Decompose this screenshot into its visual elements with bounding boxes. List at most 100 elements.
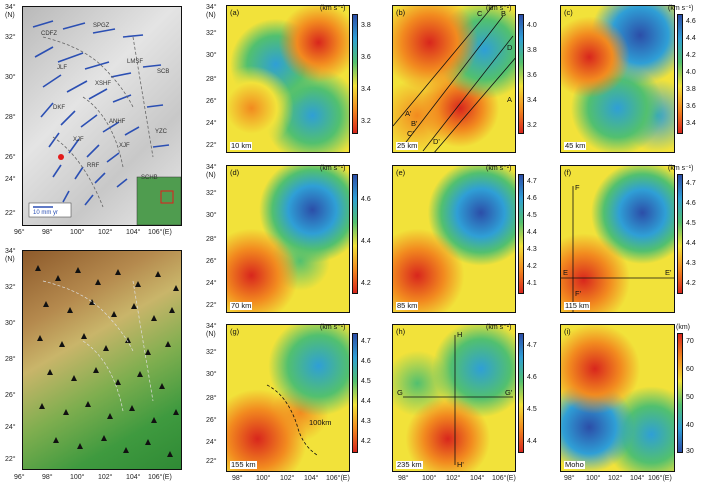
slab-contour-g bbox=[266, 384, 318, 456]
colorbar-unit-c: (km s⁻¹) bbox=[668, 5, 694, 12]
fault-label-anhf: ANHF bbox=[109, 119, 126, 125]
profile-label: H' bbox=[457, 460, 464, 469]
lat-label: 26° bbox=[5, 392, 16, 399]
panel-b-map: (b) C B D A A' B' C' D' 25 km bbox=[392, 5, 516, 153]
colorbar-tick: 4.7 bbox=[361, 338, 371, 345]
panel-g-lon-label: 98° bbox=[232, 475, 243, 482]
panel-c-map: (c) 45 km bbox=[560, 5, 675, 153]
colorbar-unit-g: (km s⁻¹) bbox=[320, 324, 346, 331]
panel-g-lat-label: 22° bbox=[206, 458, 217, 465]
profile-label: A bbox=[507, 95, 513, 104]
profile-lines-f bbox=[561, 186, 674, 312]
panel-label-b: (b) bbox=[396, 8, 406, 17]
colorbar-tick: 3.8 bbox=[527, 47, 537, 54]
colorbar-d bbox=[352, 174, 358, 294]
profile-label: A' bbox=[405, 109, 412, 118]
panel-depth-h: 235 km bbox=[396, 460, 423, 469]
panel-e-map: (e) 85 km bbox=[392, 165, 516, 313]
panel-f-map: (f) F F' E E' 115 km bbox=[560, 165, 675, 313]
lat-label: 28° bbox=[5, 356, 16, 363]
panel-g-lat-label: 28° bbox=[206, 395, 217, 402]
colorbar-tick: 4.5 bbox=[686, 220, 696, 227]
lat-label: 32° bbox=[5, 34, 16, 41]
lat-label: 24° bbox=[5, 424, 16, 431]
lat-label: 34° bbox=[5, 4, 16, 11]
colorbar-tick: 4.4 bbox=[686, 35, 696, 42]
panel-label-c: (c) bbox=[564, 8, 573, 17]
fault-label-xshf: XSHF bbox=[95, 81, 112, 87]
colorbar-tick: 4.2 bbox=[361, 280, 371, 287]
panel-label-g: (g) bbox=[230, 327, 240, 336]
colorbar-tick: 3.6 bbox=[527, 72, 537, 79]
gps-vectors-svg bbox=[28, 20, 181, 225]
colorbar-tick: 4.4 bbox=[361, 398, 371, 405]
colorbar-tick: 4.6 bbox=[361, 358, 371, 365]
lon-label: 106°(E) bbox=[148, 229, 172, 236]
panel-d-lat-label: 26° bbox=[206, 258, 217, 265]
lat-label: 30° bbox=[5, 320, 16, 327]
colorbar-tick: 4.6 bbox=[686, 200, 696, 207]
colorbar-unit-i: (km) bbox=[676, 324, 690, 331]
lat-label: 24° bbox=[5, 176, 16, 183]
colorbar-tick: 3.2 bbox=[527, 122, 537, 129]
panel-g-map: (g) 100km 155 km bbox=[226, 324, 350, 472]
colorbar-tick: 3.6 bbox=[686, 103, 696, 110]
station-triangles-svg bbox=[35, 265, 179, 457]
gps-map-panel: SPGZ SCB YZC SCHB CDFZ JLF LMSF XSHF ANH… bbox=[0, 0, 190, 240]
panel-d-lat-label: 28° bbox=[206, 236, 217, 243]
panel-label-h: (h) bbox=[396, 327, 406, 336]
block-label-spgz: SPGZ bbox=[93, 23, 110, 29]
panel-g-lat-label: (N) bbox=[206, 331, 216, 338]
panel-depth-a: 10 km bbox=[230, 141, 253, 150]
profile-label: C bbox=[477, 9, 483, 18]
lon-label: 100° bbox=[70, 229, 85, 236]
colorbar-unit-h: (km s⁻¹) bbox=[486, 324, 512, 331]
panel-label-a: (a) bbox=[230, 8, 240, 17]
colorbar-b bbox=[518, 14, 524, 134]
panel-a-lat-label: 30° bbox=[206, 52, 217, 59]
lat-label: (N) bbox=[5, 12, 15, 19]
panel-depth-f: 115 km bbox=[564, 301, 591, 310]
panel-g-lon-label: 100° bbox=[256, 475, 271, 482]
lat-label: 34° bbox=[5, 248, 16, 255]
colorbar-unit-e: (km s⁻¹) bbox=[486, 165, 512, 172]
colorbar-tick: 60 bbox=[686, 366, 694, 373]
panel-i-lon-label: 106°(E) bbox=[648, 475, 672, 482]
lon-label: 102° bbox=[98, 229, 113, 236]
profile-label: G' bbox=[505, 388, 513, 397]
panel-d-lat-label: (N) bbox=[206, 172, 216, 179]
panel-depth-e: 85 km bbox=[396, 301, 419, 310]
panel-h-map: (h) H H' G G' 235 km bbox=[392, 324, 516, 472]
panel-h-lon-label: 106°(E) bbox=[492, 475, 516, 482]
panel-g-lat-label: 26° bbox=[206, 417, 217, 424]
panel-g-lat-label: 24° bbox=[206, 439, 217, 446]
lon-label: 102° bbox=[98, 474, 113, 481]
colorbar-tick: 3.2 bbox=[361, 118, 371, 125]
profile-label: B bbox=[501, 9, 507, 18]
profile-lines-b bbox=[393, 6, 515, 152]
block-label-schb: SCHB bbox=[141, 175, 158, 181]
lat-label: 22° bbox=[5, 456, 16, 463]
panel-label-i: (i) bbox=[564, 327, 571, 336]
fault-label-cdfz: CDFZ bbox=[41, 31, 57, 37]
panel-i-lon-label: 98° bbox=[564, 475, 575, 482]
colorbar-tick: 4.4 bbox=[527, 438, 537, 445]
colorbar-tick: 3.8 bbox=[361, 22, 371, 29]
contour-annotation: 100km bbox=[309, 418, 332, 427]
profile-lines-h bbox=[403, 335, 513, 465]
profile-label: B' bbox=[411, 119, 418, 128]
lon-label: 96° bbox=[14, 474, 25, 481]
colorbar-f bbox=[677, 174, 683, 294]
colorbar-tick: 50 bbox=[686, 394, 694, 401]
colorbar-tick: 4.2 bbox=[527, 263, 537, 270]
panel-h-lon-label: 104° bbox=[470, 475, 485, 482]
colorbar-tick: 4.4 bbox=[361, 238, 371, 245]
panel-d-lat-label: 22° bbox=[206, 302, 217, 309]
colorbar-tick: 4.7 bbox=[527, 342, 537, 349]
panel-h-lon-label: 100° bbox=[422, 475, 437, 482]
panel-d-lat-label: 34° bbox=[206, 164, 217, 171]
panel-depth-g: 155 km bbox=[230, 460, 257, 469]
panel-d-lat-label: 32° bbox=[206, 190, 217, 197]
profile-label: C' bbox=[407, 129, 414, 138]
panel-a-lat-label: 22° bbox=[206, 142, 217, 149]
